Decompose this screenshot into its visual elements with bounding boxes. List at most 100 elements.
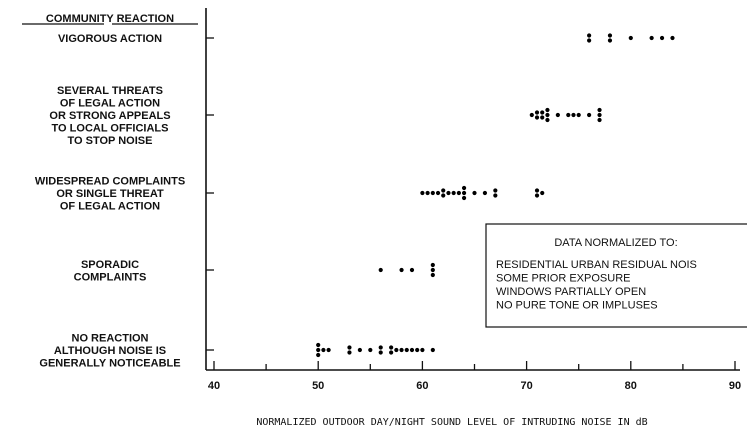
data-point [420,347,425,353]
data-point [461,190,467,196]
data-point [659,35,665,41]
legend-item: RESIDENTIAL URBAN RESIDUAL NOIS [496,259,697,271]
data-point [534,193,540,198]
data-point [316,352,321,358]
data-point [607,33,613,38]
y-category-label: COMPLAINTS [74,271,147,283]
data-point [435,190,441,196]
data-point [441,193,446,198]
legend-item: SOME PRIOR EXPOSURE [496,273,630,285]
data-point [347,350,352,355]
data-point [534,110,540,115]
data-point [430,272,435,278]
data-point [545,107,550,113]
y-category-label: VIGOROUS ACTION [58,33,162,45]
y-category-label: OF LEGAL ACTION [60,201,160,213]
data-point [607,38,613,43]
data-point [534,115,540,120]
x-axis-label: NORMALIZED OUTDOOR DAY/NIGHT SOUND LEVEL… [256,417,647,428]
data-point [628,35,633,41]
data-point [378,267,383,273]
data-point [587,112,592,118]
legend-item: NO PURE TONE OR IMPLUSES [496,300,658,312]
data-point [587,33,592,38]
data-point [378,350,383,355]
x-tick-label: 70 [520,380,532,392]
data-point [430,262,435,268]
data-point [399,267,404,273]
data-point [357,347,362,353]
data-point [482,190,488,196]
x-tick-label: 40 [208,380,220,392]
data-point [451,190,456,196]
data-point [321,347,326,353]
data-point [587,38,592,43]
data-point [545,117,550,123]
data-point [566,112,571,118]
data-point [378,345,383,350]
data-point [389,345,394,350]
data-point [446,190,451,196]
data-point [571,112,576,118]
data-point [461,185,467,191]
y-category-label: OF LEGAL ACTION [60,98,160,110]
data-point [409,347,415,353]
data-point [597,107,602,113]
data-point [394,347,399,353]
y-category-label: SPORADIC [81,259,139,271]
data-point [430,267,435,273]
data-point [399,347,404,353]
data-point [649,35,654,41]
y-header: COMMUNITY REACTION [46,13,174,25]
y-category-label: WIDESPREAD COMPLAINTS [35,176,185,188]
data-point [670,35,675,41]
data-point [493,193,498,198]
data-point [456,190,461,196]
data-point [415,347,420,353]
data-points [316,33,675,358]
data-point [368,347,373,353]
data-point [576,112,581,118]
x-tick-label: 80 [625,380,637,392]
data-point [472,190,477,196]
data-point [347,345,352,350]
data-point [555,112,560,118]
data-point [540,190,545,196]
data-point [597,117,602,123]
data-point [441,188,446,193]
y-category-label: ALTHOUGH NOISE IS [54,345,166,357]
data-point [316,347,321,353]
data-point [326,347,331,353]
data-point [409,267,415,273]
y-category-label: TO LOCAL OFFICIALS [52,123,169,135]
data-point [545,112,550,118]
data-point [534,188,540,193]
data-point [493,188,498,193]
legend-title: DATA NORMALIZED TO: [554,237,677,249]
data-point [425,190,430,196]
y-category-label: GENERALLY NOTICEABLE [39,358,180,370]
data-point [404,347,409,353]
x-tick-label: 90 [729,380,741,392]
x-tick-label: 60 [416,380,428,392]
legend-item: WINDOWS PARTIALLY OPEN [496,286,646,298]
data-point [316,342,321,348]
y-category-label: OR SINGLE THREAT [56,188,164,200]
data-point [389,350,394,355]
legend: DATA NORMALIZED TO: RESIDENTIAL URBAN RES… [485,223,747,328]
data-point [540,110,545,115]
data-point [430,347,435,353]
y-category-label: NO REACTION [72,333,149,345]
y-category-label: OR STRONG APPEALS [49,110,170,122]
data-point [430,190,435,196]
data-point [420,190,425,196]
x-tick-label: 50 [312,380,324,392]
legend-box [485,223,747,328]
data-point [540,115,545,120]
y-category-label: TO STOP NOISE [68,135,153,147]
data-point [529,112,534,118]
axes [205,8,740,371]
y-category-label: SEVERAL THREATS [57,85,163,97]
